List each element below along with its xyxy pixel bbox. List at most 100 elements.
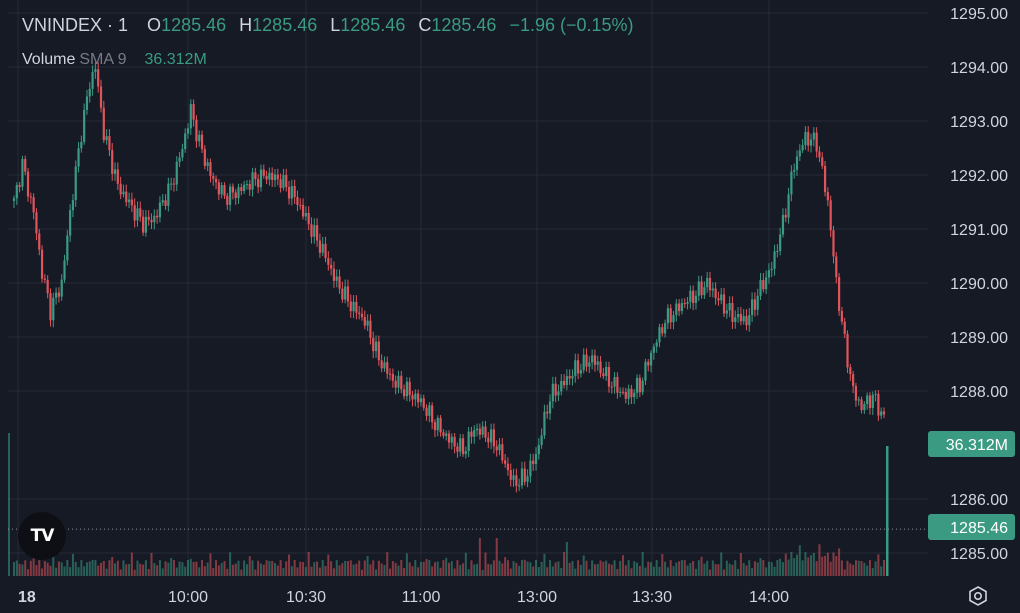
candle-body <box>473 430 476 437</box>
volume-bar <box>495 538 498 576</box>
volume-bar <box>290 566 293 576</box>
volume-bar <box>546 567 549 576</box>
candle-body <box>206 162 209 166</box>
volume-bar <box>619 560 622 576</box>
volume-bar <box>383 564 386 576</box>
candle-body <box>366 320 369 326</box>
volume-bar <box>616 569 619 576</box>
settings-icon[interactable] <box>966 584 990 608</box>
tradingview-logo-icon[interactable]: TV <box>18 512 66 560</box>
candle-body <box>832 230 835 257</box>
volume-bar <box>877 554 880 576</box>
volume-bar <box>694 568 697 576</box>
volume-bar <box>279 560 282 576</box>
volume-bar <box>478 538 481 576</box>
candle-body <box>439 417 442 433</box>
volume-bar <box>739 552 742 576</box>
candle-body <box>804 131 807 146</box>
candle-body <box>790 171 793 195</box>
candle-body <box>417 393 420 403</box>
volume-bar <box>274 563 276 576</box>
volume-bar <box>32 555 35 576</box>
volume-bar <box>627 560 630 576</box>
candle-body <box>315 225 319 241</box>
volume-bar <box>762 560 765 576</box>
candle-body <box>711 288 714 291</box>
volume-bar <box>8 433 10 576</box>
candle-body <box>854 385 858 401</box>
volume-bar <box>316 561 319 576</box>
high-label: H <box>239 15 253 35</box>
volume-bar <box>133 569 136 576</box>
volume-bar <box>52 552 55 576</box>
volume-bar <box>321 560 324 576</box>
candle-body <box>88 88 91 97</box>
volume-bar <box>787 559 790 576</box>
volume-bar <box>419 561 422 576</box>
volume-bar <box>405 553 408 576</box>
volume-bar <box>24 560 27 576</box>
candle-body <box>52 297 55 321</box>
candle-body <box>158 202 162 218</box>
time-axis[interactable]: 18 10:00 10:30 11:00 13:00 13:30 14:00 <box>18 589 789 606</box>
volume-bar <box>411 566 414 576</box>
candle-body <box>663 323 667 334</box>
price-label-box <box>928 431 1015 457</box>
candle-body <box>91 71 94 89</box>
candle-body <box>346 286 350 302</box>
volume-bar <box>296 567 299 576</box>
volume-bar <box>506 560 509 576</box>
volume-bar <box>871 567 874 576</box>
volume-bar <box>509 568 512 576</box>
candle-body <box>363 317 366 326</box>
volume-bar <box>868 560 871 576</box>
candle-body <box>136 208 139 221</box>
volume-bar <box>394 562 397 576</box>
volume-bar <box>742 563 745 576</box>
volume-bar <box>119 569 122 576</box>
candle-body <box>133 205 136 221</box>
candle-body <box>99 86 103 108</box>
price-axis[interactable]: 1295.00 1294.00 1293.00 1292.00 1291.00 1290.… <box>950 6 1008 563</box>
candle-body <box>734 317 737 323</box>
volume-bar <box>751 568 754 576</box>
volume-bar <box>310 566 313 576</box>
y-tick-label: 1293.00 <box>950 114 1008 131</box>
volume-title[interactable]: Volume <box>22 51 76 68</box>
candle-body <box>863 404 866 411</box>
volume-bar <box>560 567 563 576</box>
candle-body <box>445 433 448 436</box>
volume-bar <box>824 555 827 576</box>
price-label-text: 36.312M <box>946 437 1008 454</box>
candle-body <box>442 432 445 436</box>
candle-body <box>823 165 827 193</box>
candle-body <box>408 381 411 396</box>
volume-bar <box>543 553 546 576</box>
volume-bar <box>240 569 243 576</box>
volume-bar <box>596 564 599 576</box>
volume-bar <box>57 561 60 576</box>
candle-body <box>153 215 156 223</box>
volume-bar <box>838 548 841 576</box>
candle-body <box>809 139 813 146</box>
volume-bar <box>49 565 52 576</box>
candle-body <box>433 422 437 431</box>
candle-body <box>164 200 167 206</box>
volume-bar <box>293 560 296 576</box>
volume-bar <box>700 556 703 576</box>
candle-body <box>113 169 117 174</box>
candle-body <box>882 411 886 415</box>
volume-bar <box>116 560 119 576</box>
volume-bar <box>178 561 181 576</box>
volume-bar <box>167 562 170 576</box>
low-label: L <box>330 15 341 35</box>
candle-body <box>335 276 338 281</box>
volume-bar <box>55 567 58 576</box>
symbol-title[interactable]: VNINDEX · 1 <box>22 15 129 35</box>
volume-bar <box>540 561 543 576</box>
candle-body <box>172 183 176 185</box>
volume-bar <box>551 566 554 576</box>
volume-bar <box>363 560 366 576</box>
candle-body <box>725 310 728 314</box>
